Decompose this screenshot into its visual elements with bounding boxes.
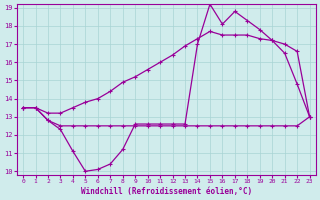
- X-axis label: Windchill (Refroidissement éolien,°C): Windchill (Refroidissement éolien,°C): [81, 187, 252, 196]
